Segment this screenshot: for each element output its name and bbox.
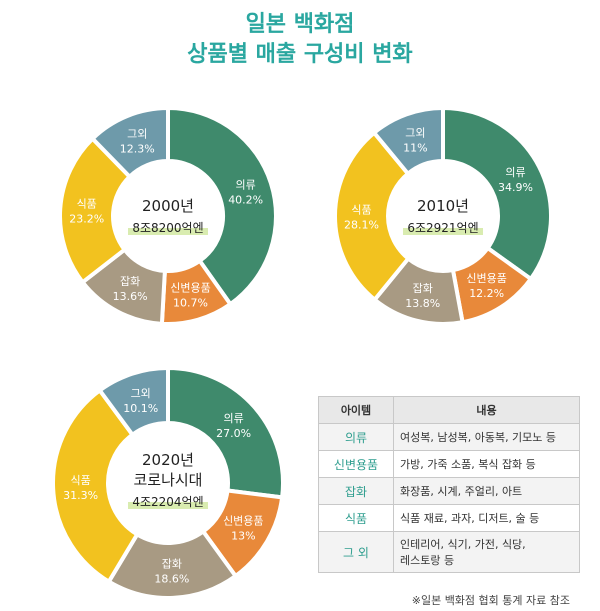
slice-value-food: 31.3% — [63, 489, 98, 502]
slice-food — [58, 135, 133, 286]
center-amount-highlight — [128, 502, 208, 509]
slice-value-food: 23.2% — [69, 212, 104, 225]
center-amount: 4조2204억엔 — [132, 495, 203, 509]
donut-chart-2020: 의류 27.0% 신변용품 13% 잡화 18.6% 식품 31.3% 그외 10.1% 2020년… — [51, 365, 285, 600]
legend-desc: 가방, 가죽 소품, 복식 잡화 등 — [393, 450, 580, 478]
slice-value-other: 10.1% — [123, 402, 158, 415]
legend-item: 그 외 — [318, 531, 394, 573]
slice-value-personal-goods: 12.2% — [469, 287, 504, 300]
slice-sundries — [106, 528, 239, 600]
slice-value-sundries: 18.6% — [154, 572, 189, 585]
slice-name-personal-goods: 신변용품 — [466, 272, 506, 285]
legend-item: 식품 — [318, 504, 394, 532]
slice-value-sundries: 13.8% — [405, 297, 440, 310]
center-year: 2020년 — [142, 451, 194, 469]
legend-row-clothing: 의류 여성복, 남성복, 아동복, 기모노 등 — [318, 423, 580, 451]
center-year: 2010년 — [417, 197, 469, 215]
slice-name-personal-goods: 신변용품 — [223, 515, 263, 528]
slice-value-other: 11% — [403, 141, 427, 154]
slice-name-sundries: 잡화 — [120, 275, 140, 288]
legend-desc: 여성복, 남성복, 아동복, 기모노 등 — [393, 423, 580, 451]
legend-item: 의류 — [318, 423, 394, 451]
slice-value-sundries: 13.6% — [113, 290, 148, 303]
legend-item: 신변용품 — [318, 450, 394, 478]
slice-name-food: 식품 — [70, 474, 90, 487]
slice-name-clothing: 의류 — [224, 412, 244, 425]
slice-name-sundries: 잡화 — [413, 282, 433, 295]
slice-name-sundries: 잡화 — [162, 557, 182, 570]
slice-name-other: 그외 — [131, 387, 151, 400]
legend-desc: 식품 재료, 과자, 디저트, 술 등 — [393, 504, 580, 532]
slice-clothing — [441, 105, 553, 282]
slice-value-clothing: 27.0% — [216, 427, 251, 440]
slice-name-other: 그외 — [405, 126, 425, 139]
slice-other — [97, 365, 170, 438]
slice-clothing — [166, 365, 285, 500]
slice-name-other: 그외 — [127, 128, 147, 141]
slice-value-clothing: 34.9% — [498, 181, 533, 194]
center-amount: 6조2921억엔 — [407, 221, 478, 235]
center-amount: 8조8200억엔 — [132, 221, 203, 235]
slice-name-food: 식품 — [77, 197, 97, 210]
slice-name-clothing: 의류 — [236, 178, 256, 191]
slice-value-other: 12.3% — [120, 143, 155, 156]
legend-desc-line-2: 레스토랑 등 — [400, 554, 455, 567]
slice-value-food: 28.1% — [344, 218, 379, 231]
legend-row-other: 그 외 인테리어, 식기, 가전, 식당, 레스토랑 등 — [318, 531, 580, 573]
source-note: ※일본 백화점 협회 통계 자료 참조 — [411, 594, 570, 607]
slice-clothing — [166, 105, 278, 307]
center-amount-highlight — [128, 228, 208, 235]
legend-header-content: 내용 — [393, 396, 580, 424]
donut-chart-2010: 의류 34.9% 신변용품 12.2% 잡화 13.8% 식품 28.1% 그외 11% 2010년… — [333, 105, 553, 326]
legend-item: 잡화 — [318, 477, 394, 505]
legend-desc-line-1: 인테리어, 식기, 가전, 식당, — [400, 538, 526, 551]
slice-food — [333, 129, 412, 303]
legend-desc: 인테리어, 식기, 가전, 식당, 레스토랑 등 — [393, 531, 580, 573]
item-legend-table: 아이템 내용 의류 여성복, 남성복, 아동복, 기모노 등 신변용품 가방, … — [318, 396, 580, 573]
center-subtitle: 코로나시대 — [133, 471, 202, 489]
slice-name-clothing: 의류 — [505, 166, 525, 179]
legend-header-item: 아이템 — [318, 396, 394, 424]
center-year: 2000년 — [142, 197, 194, 215]
legend-row-personal-goods: 신변용품 가방, 가죽 소품, 복식 잡화 등 — [318, 450, 580, 478]
legend-row-food: 식품 식품 재료, 과자, 디저트, 술 등 — [318, 504, 580, 532]
slice-value-personal-goods: 13% — [231, 530, 255, 543]
legend-desc: 화장품, 시계, 주얼리, 아트 — [393, 477, 580, 505]
donut-chart-2000: 의류 40.2% 신변용품 10.7% 잡화 13.6% 식품 23.2% 그외 12.3% 200… — [58, 105, 278, 326]
title-line-2: 상품별 매출 구성비 변화 — [187, 42, 413, 67]
center-amount-highlight — [403, 228, 483, 235]
slice-name-food: 식품 — [351, 203, 371, 216]
slice-name-personal-goods: 신변용품 — [170, 281, 210, 294]
slice-other — [371, 105, 445, 177]
legend-row-sundries: 잡화 화장품, 시계, 주얼리, 아트 — [318, 477, 580, 505]
slice-food — [51, 387, 140, 585]
title-line-1: 일본 백화점 — [245, 12, 355, 37]
slice-value-personal-goods: 10.7% — [173, 296, 208, 309]
slice-other — [89, 105, 170, 180]
slice-value-clothing: 40.2% — [228, 193, 263, 206]
